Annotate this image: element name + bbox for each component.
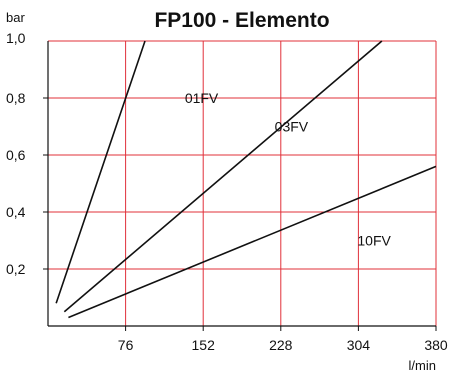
- axes: [47, 41, 436, 327]
- y-tick-label: 0,8: [6, 90, 26, 106]
- y-axis-top-label: 1,0: [6, 30, 26, 46]
- grid: [48, 40, 437, 326]
- y-tick-label: 0,4: [6, 204, 26, 220]
- x-tick-label: 152: [192, 337, 216, 353]
- chart-title: FP100 - Elemento: [154, 9, 329, 32]
- y-tick-label: 0,6: [6, 147, 26, 163]
- tick-labels: 76 152 228 304 380 0,2 0,4 0,6 0,8: [6, 90, 448, 353]
- series-line-03fv: [63, 40, 383, 313]
- y-tick-label: 0,2: [6, 261, 26, 277]
- series-lines: [55, 40, 437, 319]
- series-label-03fv: 03FV: [275, 119, 309, 135]
- series-labels: 01FV 03FV 10FV: [185, 90, 392, 249]
- x-tick-label: 76: [118, 337, 134, 353]
- series-line-10fv: [68, 165, 437, 319]
- series-line-01fv: [55, 40, 146, 304]
- x-tick-label: 304: [347, 337, 371, 353]
- x-tick-label: 228: [269, 337, 293, 353]
- series-label-01fv: 01FV: [185, 90, 219, 106]
- x-tick-label: 380: [424, 337, 448, 353]
- x-axis-unit: l/min: [409, 358, 436, 373]
- series-label-10fv: 10FV: [357, 233, 391, 249]
- y-axis-unit: bar: [6, 10, 25, 25]
